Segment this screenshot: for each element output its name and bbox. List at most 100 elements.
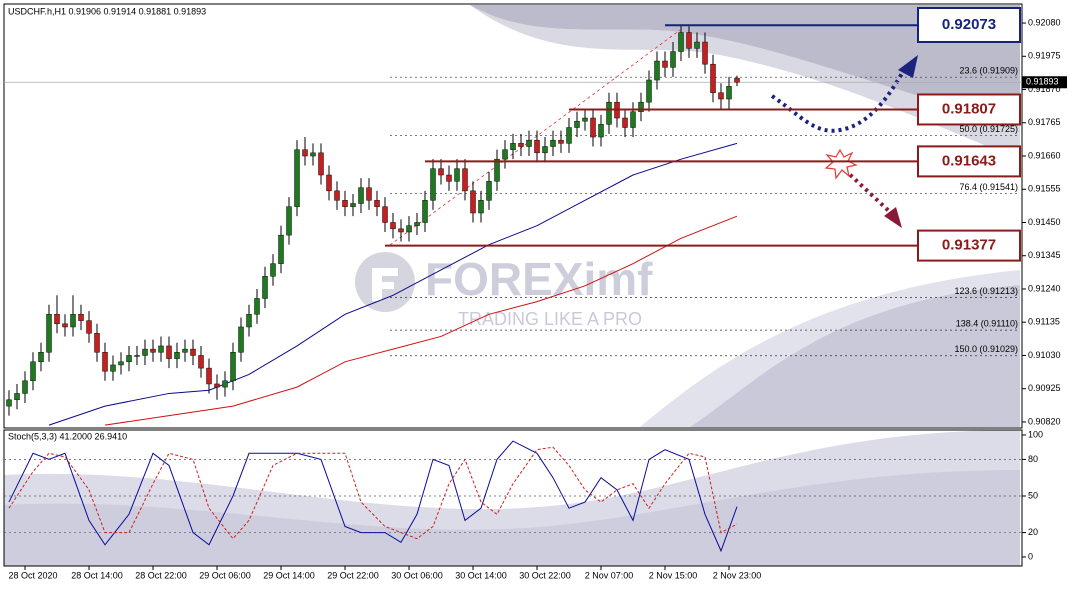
candle-body xyxy=(174,352,180,359)
x-tick-label: 28 Oct 22:00 xyxy=(135,570,187,580)
candle-body xyxy=(230,352,236,382)
arrow-head xyxy=(884,207,902,228)
candle-body xyxy=(118,361,124,366)
candle-body xyxy=(302,149,308,157)
candle-body xyxy=(358,187,364,204)
stoch-frame xyxy=(3,429,1023,567)
candle-body xyxy=(270,263,276,277)
candle-body xyxy=(454,168,460,182)
stoch-title: Stoch(5,3,3) 41.2000 26.9410 xyxy=(8,431,127,441)
candle-body xyxy=(86,320,92,334)
x-tick-label: 29 Oct 14:00 xyxy=(263,570,315,580)
burst-icon xyxy=(824,148,858,180)
fib-label: 138.4 (0.91110) xyxy=(956,319,1018,329)
level-box xyxy=(917,7,1021,43)
candle-body xyxy=(182,348,188,353)
candle-body xyxy=(94,333,100,353)
chart-title: USDCHF.h,H1 0.91906 0.91914 0.91881 0.91… xyxy=(8,6,206,16)
candle-body xyxy=(406,225,412,233)
candle-body xyxy=(110,364,116,372)
y-tick-label: 0.91450 xyxy=(1028,217,1061,227)
candle-body xyxy=(366,187,372,201)
y-tick-label: 0.91660 xyxy=(1028,150,1061,160)
candle-body xyxy=(134,355,140,357)
candle-body xyxy=(246,314,252,328)
candle-body xyxy=(438,168,444,176)
candle-body xyxy=(518,143,524,147)
candle-body xyxy=(254,298,260,315)
candle-body xyxy=(238,326,244,353)
candle-body xyxy=(590,117,596,138)
candle-body xyxy=(574,120,580,128)
candle-body xyxy=(470,190,476,214)
y-tick-label: 100 xyxy=(1028,429,1043,439)
candle-body xyxy=(734,77,740,83)
candle-body xyxy=(542,146,548,154)
candle-body xyxy=(622,117,628,128)
bg-shape xyxy=(4,470,1020,566)
x-tick-label: 30 Oct 06:00 xyxy=(391,570,443,580)
candle-body xyxy=(334,190,340,201)
candle-body xyxy=(374,200,380,207)
y-tick-label: 50 xyxy=(1028,490,1038,500)
candle-body xyxy=(678,32,684,52)
y-tick-label: 0.91765 xyxy=(1028,117,1061,127)
candle-body xyxy=(710,63,716,93)
candle-body xyxy=(526,139,532,147)
watermark-brand: FOREXimf xyxy=(425,253,653,305)
arrow-down xyxy=(843,168,892,214)
y-tick-label: 0.90820 xyxy=(1028,416,1061,426)
x-tick-label: 29 Oct 22:00 xyxy=(327,570,379,580)
candle-body xyxy=(262,276,268,299)
candle-body xyxy=(30,361,36,382)
watermark-tagline: TRADING LIKE A PRO xyxy=(458,309,642,329)
candle-body xyxy=(502,149,508,160)
candle-body xyxy=(582,117,588,122)
fib-label: 50.0 (0.91725) xyxy=(959,124,1018,134)
candle-body xyxy=(54,314,60,325)
candle-body xyxy=(550,139,556,147)
candle-body xyxy=(150,348,156,353)
moving-average xyxy=(48,142,738,426)
moving-average xyxy=(104,215,738,426)
candle-body xyxy=(430,168,436,201)
x-tick-label: 29 Oct 06:00 xyxy=(199,570,251,580)
arrow-head xyxy=(898,55,918,78)
candle-body xyxy=(422,200,428,223)
candle-body xyxy=(462,168,468,192)
candle-body xyxy=(630,111,636,128)
stoch-line xyxy=(8,446,738,540)
level-label: 0.92073 xyxy=(942,16,996,33)
price-label: 0.91893 xyxy=(1026,77,1059,87)
candle-body xyxy=(62,323,68,328)
y-tick-label: 0.92080 xyxy=(1028,17,1061,27)
candle-body xyxy=(126,355,132,363)
price-box xyxy=(1022,76,1067,89)
y-tick-label: 0.91135 xyxy=(1028,317,1060,327)
candle-body xyxy=(222,380,228,388)
fib-label: 150.0 (0.91029) xyxy=(954,344,1018,354)
candle-body xyxy=(102,352,108,372)
fib-label: 23.6 (0.91909) xyxy=(959,66,1018,76)
y-tick-label: 20 xyxy=(1028,527,1038,537)
candle-body xyxy=(478,200,484,214)
x-tick-label: 28 Oct 2020 xyxy=(8,570,57,580)
fib-anchor xyxy=(389,29,681,246)
candle-body xyxy=(654,60,660,81)
level-label: 0.91377 xyxy=(942,237,996,254)
candle-body xyxy=(638,101,644,112)
candle-body xyxy=(702,41,708,65)
stoch-line xyxy=(8,440,738,553)
candle-body xyxy=(510,143,516,150)
y-tick-label: 0.90925 xyxy=(1028,383,1061,393)
watermark-logo xyxy=(355,252,415,312)
candle-body xyxy=(198,355,204,369)
candle-body xyxy=(286,206,292,236)
candle-body xyxy=(414,222,420,226)
x-tick-label: 2 Nov 15:00 xyxy=(649,570,698,580)
candle-body xyxy=(566,127,572,144)
candle-body xyxy=(646,79,652,103)
x-tick-label: 30 Oct 14:00 xyxy=(455,570,507,580)
x-tick-label: 30 Oct 22:00 xyxy=(519,570,571,580)
